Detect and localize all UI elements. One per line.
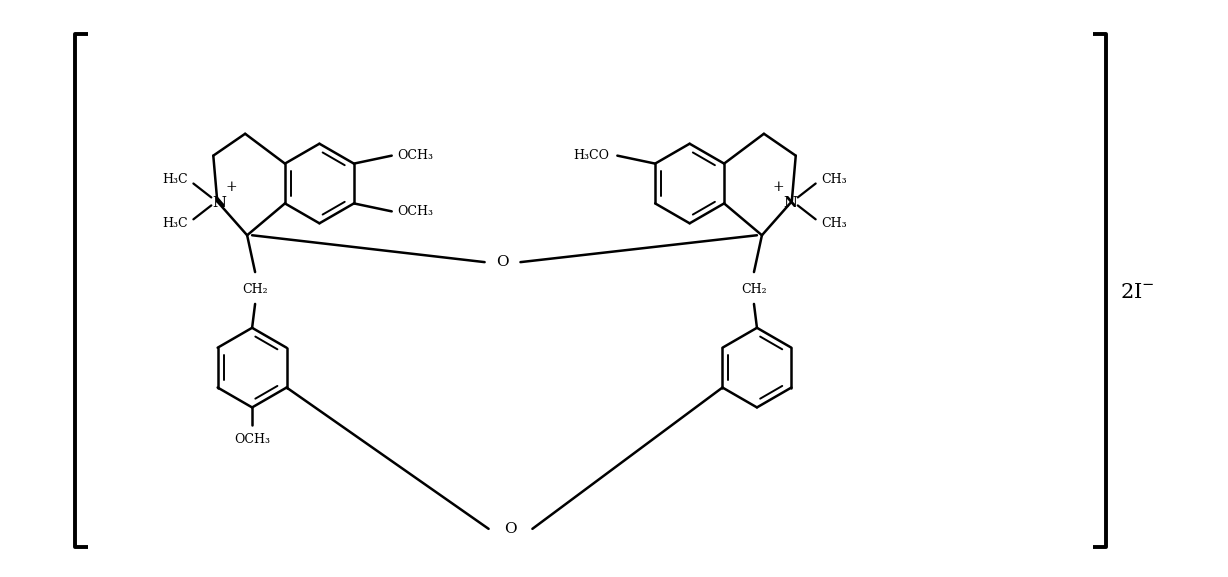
Text: +: + xyxy=(226,181,237,194)
Text: +: + xyxy=(772,181,783,194)
Text: 2I$^{-}$: 2I$^{-}$ xyxy=(1120,283,1154,302)
Text: H₃CO: H₃CO xyxy=(573,149,609,162)
Text: O: O xyxy=(496,255,508,269)
Text: CH₃: CH₃ xyxy=(820,217,846,230)
Text: O: O xyxy=(505,522,517,536)
Text: OCH₃: OCH₃ xyxy=(398,149,433,162)
Text: OCH₃: OCH₃ xyxy=(235,433,270,446)
Text: N: N xyxy=(783,196,797,211)
Text: CH₂: CH₂ xyxy=(742,283,766,297)
Text: H₃C: H₃C xyxy=(162,217,188,230)
Text: N: N xyxy=(212,196,226,211)
Text: CH₂: CH₂ xyxy=(242,283,268,297)
Text: H₃C: H₃C xyxy=(162,173,188,186)
Text: CH₃: CH₃ xyxy=(820,173,846,186)
Text: OCH₃: OCH₃ xyxy=(398,205,433,218)
